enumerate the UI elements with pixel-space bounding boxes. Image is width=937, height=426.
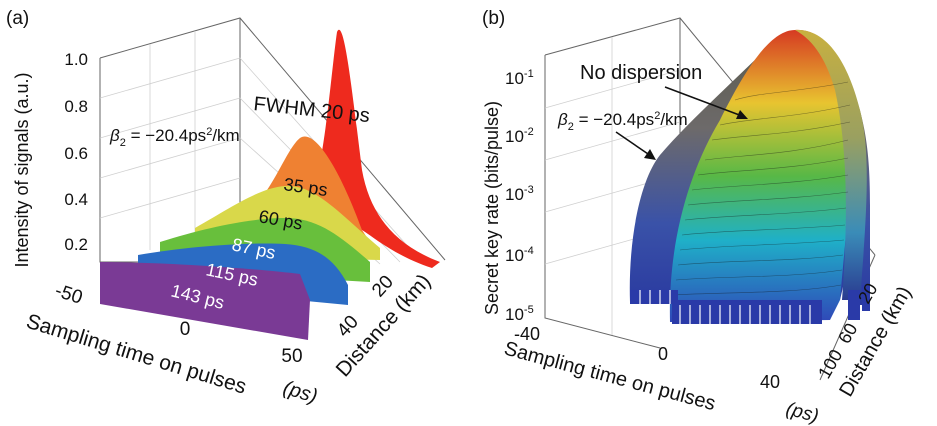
panel-b-ytick: 10-1 bbox=[505, 68, 534, 88]
panel-b: (b) bbox=[482, 8, 916, 426]
panel-b-xunit: (ps) bbox=[784, 399, 821, 426]
panel-a-xtick: 0 bbox=[180, 319, 191, 340]
arrow-dispersion bbox=[616, 132, 651, 156]
panel-a-ytick: 0.4 bbox=[64, 190, 88, 209]
panel-a: (a) 1.0 0.8 0.6 0.4 0.2 Intensity of sig… bbox=[6, 8, 445, 408]
panel-a-ytick: 0.8 bbox=[64, 97, 88, 116]
panel-a-ylabel: Intensity of signals (a.u.) bbox=[12, 72, 32, 267]
panel-b-ylabel: Secret key rate (bits/pulse) bbox=[482, 101, 502, 315]
panel-b-xlabel: Sampling time on pulses bbox=[502, 338, 718, 416]
panel-b-label: (b) bbox=[482, 8, 505, 29]
panel-a-ytick: 0.2 bbox=[64, 235, 88, 254]
panel-a-beta: β2 = −20.4ps2/km bbox=[109, 126, 240, 149]
panel-b-beta: β2 = −20.4ps2/km bbox=[557, 110, 688, 133]
arrowhead-dispersion bbox=[644, 149, 656, 160]
panel-a-xtick: -50 bbox=[52, 280, 85, 308]
panel-b-ytick: 10-5 bbox=[505, 304, 534, 324]
panel-a-ytick: 0.6 bbox=[64, 144, 88, 163]
panel-b-xtick: 0 bbox=[658, 344, 668, 364]
panel-b-yticks: 10-1 10-2 10-3 10-4 10-5 bbox=[505, 68, 534, 324]
panel-b-ytick: 10-3 bbox=[505, 184, 534, 204]
panel-b-no-dispersion: No dispersion bbox=[580, 62, 702, 84]
panel-a-xtick: 50 bbox=[281, 346, 302, 367]
panel-b-ytick: 10-4 bbox=[505, 245, 534, 265]
panel-a-label: (a) bbox=[6, 8, 29, 29]
panel-a-xunit: (ps) bbox=[281, 377, 320, 408]
series-label: FWHM 20 ps bbox=[252, 93, 370, 127]
panel-b-ytick: 10-2 bbox=[505, 126, 534, 146]
panel-a-ytick: 1.0 bbox=[64, 50, 88, 69]
panel-b-ztick: 60 bbox=[834, 320, 861, 347]
panel-b-xtick: 40 bbox=[760, 372, 780, 392]
